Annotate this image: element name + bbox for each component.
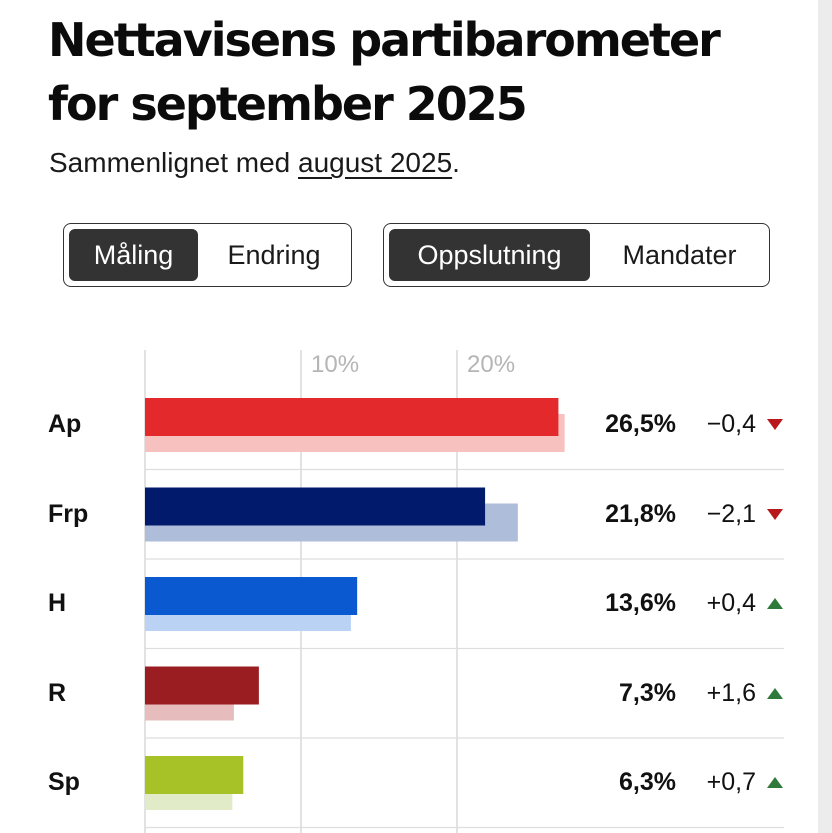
subtitle-prefix: Sammenlignet med xyxy=(49,147,299,178)
bar-sp xyxy=(145,756,244,794)
bar-ap xyxy=(145,398,559,436)
chart-plot: 10% 20% xyxy=(144,350,784,833)
toggle-oppslutning-button[interactable]: Oppslutning xyxy=(389,229,590,281)
triangle-up-icon xyxy=(767,687,783,699)
party-label-frp: Frp xyxy=(48,499,89,528)
toggle-maling-button[interactable]: Måling xyxy=(69,229,198,281)
party-label-r: R xyxy=(48,678,67,707)
subtitle: Sammenlignet med august 2025. xyxy=(49,145,460,181)
subtitle-suffix: . xyxy=(452,147,460,178)
change-label-frp: −2,1 xyxy=(706,499,756,528)
value-label-h: 13,6% xyxy=(605,589,676,617)
toggle-mandater-button[interactable]: Mandater xyxy=(622,239,737,270)
page-title: Nettavisens partibarometer for september… xyxy=(48,13,721,131)
view-toggle: Måling Endring xyxy=(63,223,352,287)
party-label-h: H xyxy=(48,589,67,617)
change-label-sp: +0,7 xyxy=(706,768,756,796)
x-tick-label: 10% xyxy=(311,351,359,378)
toggle-endring-button[interactable]: Endring xyxy=(227,239,321,270)
change-label-ap: −0,4 xyxy=(706,410,756,438)
triangle-up-icon xyxy=(767,598,783,609)
bar-r xyxy=(145,666,259,705)
triangle-down-icon xyxy=(767,508,783,520)
bar-frp xyxy=(145,487,486,526)
bar-h xyxy=(145,577,358,615)
x-tick-label: 20% xyxy=(467,351,515,378)
party-barometer-chart: 10% 20% Ap 26,5% −0,4 Frp 21,8% −2,1 H 13,6% +0,4… xyxy=(0,340,818,833)
value-label-r: 7,3% xyxy=(619,678,676,707)
party-label-ap: Ap xyxy=(48,410,82,438)
value-label-frp: 21,8% xyxy=(605,499,676,528)
triangle-down-icon xyxy=(767,419,783,430)
triangle-up-icon xyxy=(767,777,783,788)
comparison-period-link[interactable]: august 2025 xyxy=(298,147,453,178)
page-edge xyxy=(818,0,832,833)
party-label-sp: Sp xyxy=(48,768,80,796)
metric-toggle: Oppslutning Mandater xyxy=(383,223,770,287)
change-label-h: +0,4 xyxy=(706,589,756,617)
change-label-r: +1,6 xyxy=(706,678,756,707)
value-label-ap: 26,5% xyxy=(605,410,676,438)
value-label-sp: 6,3% xyxy=(619,768,676,796)
